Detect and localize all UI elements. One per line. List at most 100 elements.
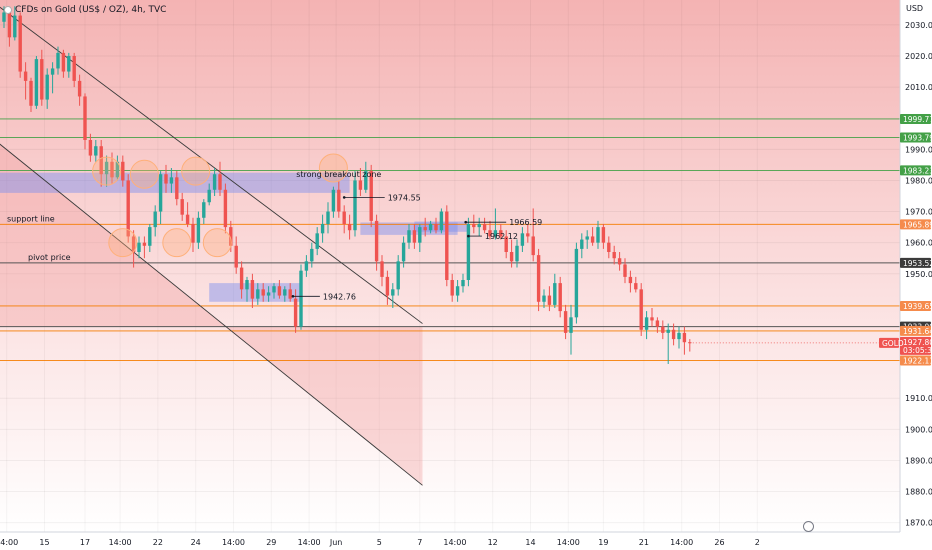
candle-body[interactable] xyxy=(83,96,87,140)
candle-body[interactable] xyxy=(126,180,130,237)
candle-body[interactable] xyxy=(488,230,492,237)
candle-body[interactable] xyxy=(277,286,282,296)
candle-body[interactable] xyxy=(331,189,336,212)
candle-body[interactable] xyxy=(110,161,114,178)
candle-body[interactable] xyxy=(396,261,400,290)
candle-body[interactable] xyxy=(418,227,422,243)
candle-body[interactable] xyxy=(596,227,600,243)
candle-body[interactable] xyxy=(223,189,228,228)
candle-body[interactable] xyxy=(461,280,465,287)
candle-body[interactable] xyxy=(639,289,643,330)
candle-body[interactable] xyxy=(283,289,287,296)
candle-body[interactable] xyxy=(634,283,638,290)
candle-body[interactable] xyxy=(682,332,687,343)
candle-body[interactable] xyxy=(445,211,449,280)
candle-body[interactable] xyxy=(250,280,255,299)
candle-body[interactable] xyxy=(493,230,498,237)
candle-body[interactable] xyxy=(401,242,406,262)
candle-body[interactable] xyxy=(412,230,417,243)
candle-body[interactable] xyxy=(67,56,71,72)
candle-body[interactable] xyxy=(472,224,476,228)
candle-body[interactable] xyxy=(239,267,244,290)
candle-body[interactable] xyxy=(655,320,660,327)
candle-body[interactable] xyxy=(644,317,649,330)
candle-body[interactable] xyxy=(40,59,44,100)
candle-body[interactable] xyxy=(563,311,568,333)
candle-body[interactable] xyxy=(29,80,33,106)
candle-body[interactable] xyxy=(234,245,238,268)
candle-body[interactable] xyxy=(434,224,438,231)
candle-body[interactable] xyxy=(407,230,411,243)
candle-body[interactable] xyxy=(542,295,546,302)
candle-body[interactable] xyxy=(77,80,82,97)
candle-body[interactable] xyxy=(88,140,93,156)
candle-body[interactable] xyxy=(261,289,265,296)
candle-body[interactable] xyxy=(585,236,589,240)
candle-body[interactable] xyxy=(218,174,222,190)
candle-body[interactable] xyxy=(580,239,584,249)
clock-icon[interactable] xyxy=(803,521,814,532)
candle-body[interactable] xyxy=(115,161,120,178)
candle-body[interactable] xyxy=(499,230,503,237)
candle-body[interactable] xyxy=(569,317,573,333)
candle-body[interactable] xyxy=(504,236,508,252)
candle-body[interactable] xyxy=(661,326,665,333)
candle-body[interactable] xyxy=(531,236,535,256)
candle-body[interactable] xyxy=(482,224,487,231)
candle-body[interactable] xyxy=(612,252,616,259)
candle-body[interactable] xyxy=(650,317,654,321)
candle-body[interactable] xyxy=(320,224,325,234)
candle-body[interactable] xyxy=(185,214,190,224)
candle-body[interactable] xyxy=(515,245,519,262)
candle-body[interactable] xyxy=(104,161,109,175)
candle-body[interactable] xyxy=(628,276,633,284)
candle-body[interactable] xyxy=(256,289,260,299)
candle-body[interactable] xyxy=(574,248,579,318)
candle-body[interactable] xyxy=(158,174,163,212)
candle-body[interactable] xyxy=(439,211,444,231)
candle-body[interactable] xyxy=(380,261,384,277)
candle-body[interactable] xyxy=(2,12,6,22)
candle-body[interactable] xyxy=(13,15,17,38)
candle-body[interactable] xyxy=(50,68,55,75)
candle-body[interactable] xyxy=(315,233,319,249)
candle-body[interactable] xyxy=(23,71,28,81)
candle-body[interactable] xyxy=(688,342,692,344)
candle-body[interactable] xyxy=(374,220,379,262)
candle-body[interactable] xyxy=(18,15,22,72)
candle-body[interactable] xyxy=(385,276,390,296)
candle-body[interactable] xyxy=(477,224,481,228)
candle-body[interactable] xyxy=(272,286,276,293)
candle-body[interactable] xyxy=(153,211,157,228)
candle-body[interactable] xyxy=(547,295,552,305)
candle-body[interactable] xyxy=(245,280,249,290)
candle-body[interactable] xyxy=(293,298,298,327)
candle-body[interactable] xyxy=(369,171,373,221)
candle-body[interactable] xyxy=(617,258,622,265)
candle-body[interactable] xyxy=(455,286,460,296)
candle-body[interactable] xyxy=(509,252,514,262)
candle-body[interactable] xyxy=(180,199,184,215)
candle-body[interactable] xyxy=(364,171,368,190)
candle-body[interactable] xyxy=(212,174,217,190)
candle-body[interactable] xyxy=(607,242,611,252)
candle-body[interactable] xyxy=(61,52,66,72)
candle-body[interactable] xyxy=(466,224,471,280)
candle-body[interactable] xyxy=(299,270,303,327)
candle-body[interactable] xyxy=(207,189,211,203)
candle-body[interactable] xyxy=(148,227,152,246)
candle-body[interactable] xyxy=(450,280,454,296)
candle-body[interactable] xyxy=(342,211,346,224)
candle-body[interactable] xyxy=(72,56,76,81)
candle-body[interactable] xyxy=(358,180,363,190)
candle-body[interactable] xyxy=(428,224,433,231)
candle-body[interactable] xyxy=(423,227,427,231)
candle-body[interactable] xyxy=(337,189,341,212)
candle-body[interactable] xyxy=(196,217,201,243)
candle-body[interactable] xyxy=(288,289,292,299)
candle-body[interactable] xyxy=(45,74,49,100)
candle-body[interactable] xyxy=(142,242,147,246)
candle-body[interactable] xyxy=(191,224,195,243)
candle-body[interactable] xyxy=(601,227,606,243)
